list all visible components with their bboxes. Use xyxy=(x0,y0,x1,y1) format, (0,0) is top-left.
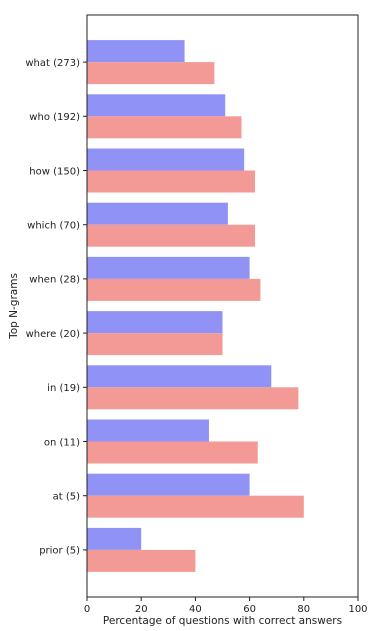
bar-series1-8 xyxy=(87,473,250,496)
x-tick-label: 60 xyxy=(243,604,256,615)
bar-series2-2 xyxy=(87,170,256,193)
y-tick-label: at (5) xyxy=(53,492,80,503)
bar-series1-9 xyxy=(87,527,142,550)
y-tick-label: in (19) xyxy=(47,383,80,394)
y-tick-label: where (20) xyxy=(26,329,81,340)
y-tick-label: how (150) xyxy=(29,166,80,177)
bar-series2-5 xyxy=(87,333,223,356)
y-tick-label: what (273) xyxy=(25,58,80,69)
bar-series1-3 xyxy=(87,202,228,225)
bar-series1-0 xyxy=(87,40,185,63)
x-tick-label: 0 xyxy=(84,604,90,615)
y-axis-label: Top N-grams xyxy=(8,273,20,340)
y-tick-label: prior (5) xyxy=(39,546,80,557)
y-tick-label: who (192) xyxy=(29,112,80,123)
plot-frame xyxy=(86,14,359,598)
x-tick-label: 40 xyxy=(189,604,202,615)
x-tick-label: 100 xyxy=(348,604,367,615)
bar-series2-4 xyxy=(87,278,261,301)
bar-series2-8 xyxy=(87,495,304,518)
bar-series1-5 xyxy=(87,311,223,334)
y-tick-label: when (28) xyxy=(29,275,80,286)
bar-series2-7 xyxy=(87,441,258,464)
bar-series1-1 xyxy=(87,94,226,117)
x-tick-label: 80 xyxy=(297,604,310,615)
bar-series1-7 xyxy=(87,419,209,442)
bar-series1-2 xyxy=(87,148,245,171)
y-tick-label: on (11) xyxy=(44,437,80,448)
bar-series2-9 xyxy=(87,549,196,572)
bar-series1-6 xyxy=(87,365,272,388)
bar-series1-4 xyxy=(87,256,250,279)
bar-series2-3 xyxy=(87,224,256,247)
x-axis-label: Percentage of questions with correct ans… xyxy=(103,615,342,626)
y-tick-label: which (70) xyxy=(27,221,80,232)
x-tick-label: 20 xyxy=(135,604,148,615)
bar-series2-0 xyxy=(87,62,215,85)
bar-series2-6 xyxy=(87,387,299,410)
bar-series2-1 xyxy=(87,116,242,139)
